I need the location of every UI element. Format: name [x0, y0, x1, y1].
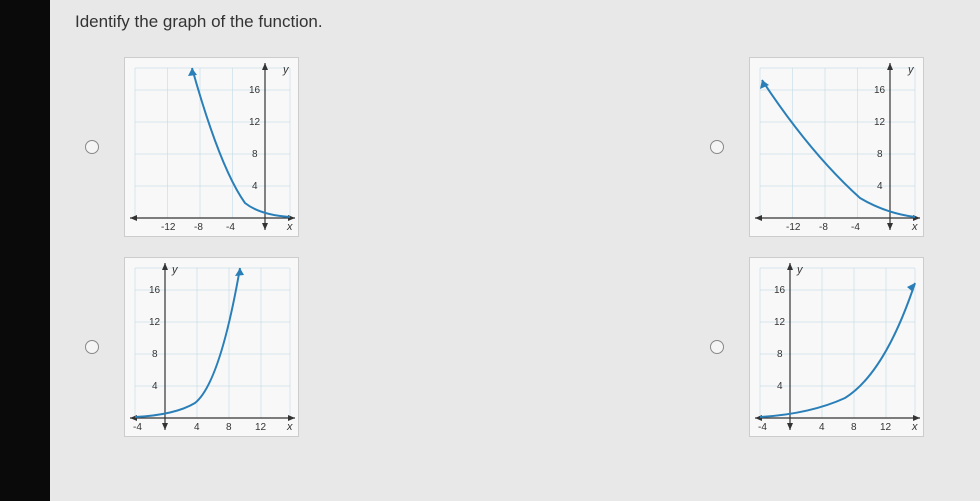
- ytick: 4: [252, 181, 258, 192]
- ytick: 12: [774, 317, 786, 328]
- y-arrow-up: [787, 263, 793, 270]
- y-label: y: [796, 264, 804, 276]
- y-label: y: [282, 64, 290, 76]
- ytick: 12: [874, 117, 886, 128]
- curve-arrow-up: [907, 283, 915, 292]
- question-text: Identify the graph of the function.: [75, 12, 955, 32]
- ytick: 8: [152, 349, 158, 360]
- xtick: 4: [819, 422, 825, 433]
- y-arrow-up: [162, 263, 168, 270]
- xtick: -4: [851, 222, 860, 233]
- y-arrow-down: [262, 223, 268, 230]
- y-arrow-down: [887, 223, 893, 230]
- x-label: x: [911, 421, 918, 433]
- graph-c: -4 4 8 12 4 8 12 16 y x: [124, 257, 299, 437]
- option-b[interactable]: -12 -8 -4 4 8 12 16 y x: [710, 57, 955, 237]
- curve-a: [192, 68, 290, 217]
- graph-b: -12 -8 -4 4 8 12 16 y x: [749, 57, 924, 237]
- dark-margin: [0, 0, 50, 501]
- y-arrow-up: [887, 63, 893, 70]
- radio-b[interactable]: [710, 140, 724, 154]
- y-label: y: [907, 64, 915, 76]
- ytick: 8: [877, 149, 883, 160]
- xtick: -4: [226, 222, 235, 233]
- x-arrow-left: [130, 215, 137, 221]
- options-grid: -12 -8 -4 4 8 12 16 y x: [75, 57, 955, 437]
- ytick: 8: [252, 149, 258, 160]
- x-label: x: [911, 221, 918, 233]
- option-c[interactable]: -4 4 8 12 4 8 12 16 y x: [85, 257, 330, 437]
- curve-arrow-up: [188, 68, 197, 76]
- x-arrow-left: [755, 415, 762, 421]
- radio-d[interactable]: [710, 340, 724, 354]
- xtick: 12: [880, 422, 892, 433]
- curve-arrow-up: [235, 268, 244, 276]
- x-arrow-left: [755, 215, 762, 221]
- y-arrow-down: [787, 423, 793, 430]
- xtick: 8: [226, 422, 232, 433]
- x-arrow-left: [130, 415, 137, 421]
- xtick: 12: [255, 422, 267, 433]
- ytick: 8: [777, 349, 783, 360]
- ytick: 16: [149, 285, 161, 296]
- xtick-neg: -4: [758, 422, 767, 433]
- x-label: x: [286, 221, 293, 233]
- graph-d: -4 4 8 12 4 8 12 16 y x: [749, 257, 924, 437]
- xtick: 4: [194, 422, 200, 433]
- grid-a: [135, 68, 290, 218]
- xtick: -12: [786, 222, 801, 233]
- ytick: 16: [874, 85, 886, 96]
- xtick: -8: [819, 222, 828, 233]
- radio-a[interactable]: [85, 140, 99, 154]
- ytick: 4: [877, 181, 883, 192]
- curve-d: [760, 283, 915, 417]
- ytick: 4: [777, 381, 783, 392]
- grid-b: [760, 68, 915, 218]
- option-a[interactable]: -12 -8 -4 4 8 12 16 y x: [85, 57, 330, 237]
- page-content: Identify the graph of the function.: [50, 0, 980, 501]
- ytick: 12: [149, 317, 161, 328]
- ytick: 16: [774, 285, 786, 296]
- ytick: 4: [152, 381, 158, 392]
- curve-b: [762, 80, 915, 217]
- xtick-neg: -4: [133, 422, 142, 433]
- graph-a: -12 -8 -4 4 8 12 16 y x: [124, 57, 299, 237]
- xtick: 8: [851, 422, 857, 433]
- ytick: 16: [249, 85, 261, 96]
- radio-c[interactable]: [85, 340, 99, 354]
- y-arrow-up: [262, 63, 268, 70]
- xtick: -8: [194, 222, 203, 233]
- option-d[interactable]: -4 4 8 12 4 8 12 16 y x: [710, 257, 955, 437]
- x-label: x: [286, 421, 293, 433]
- xtick: -12: [161, 222, 176, 233]
- y-arrow-down: [162, 423, 168, 430]
- ytick: 12: [249, 117, 261, 128]
- y-label: y: [171, 264, 179, 276]
